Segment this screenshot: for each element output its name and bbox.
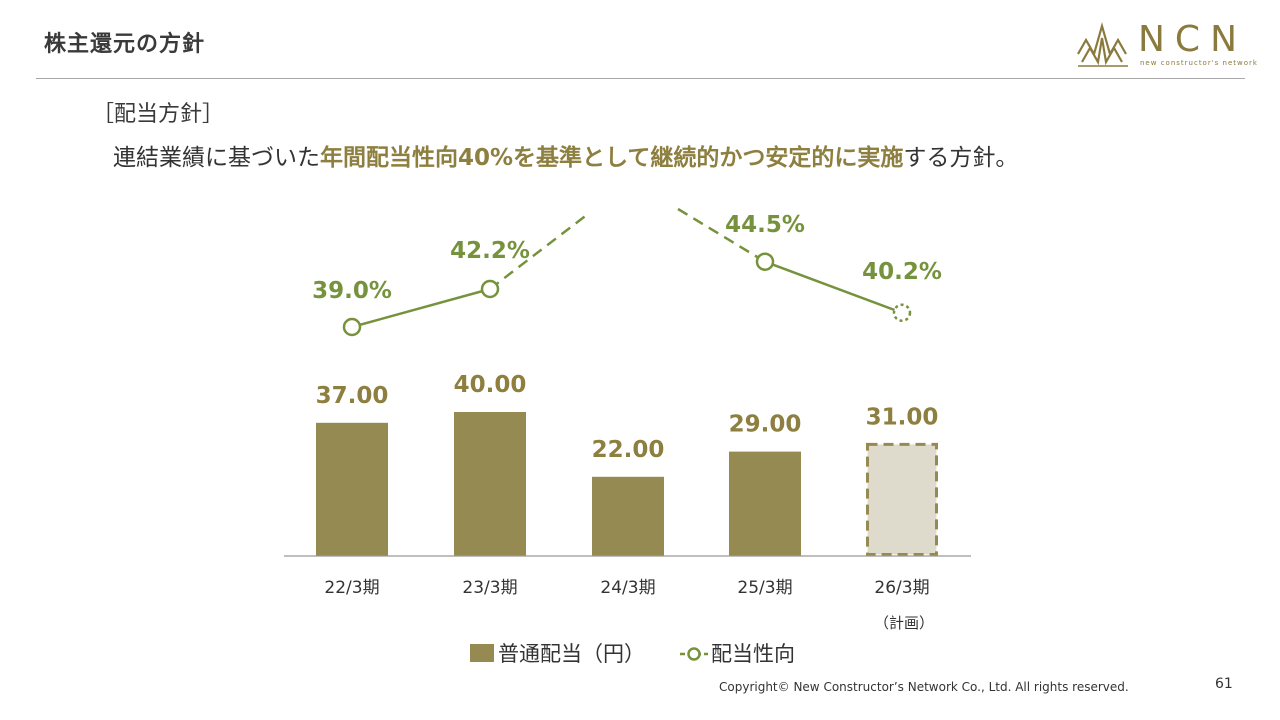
legend-bar-label: 普通配当（円） — [498, 642, 645, 666]
page-title: 株主還元の方針 — [44, 32, 206, 57]
policy-heading: ［配当方針］ — [92, 102, 225, 127]
copyright: Copyright© New Constructor’s Network Co.… — [719, 680, 1129, 694]
ratio-label-4: 40.2% — [862, 259, 942, 285]
ncn-logo-icon — [1077, 21, 1128, 67]
bar-1 — [454, 412, 526, 556]
x-tick-label-1: 23/3期 — [462, 578, 517, 598]
policy-text-highlight: 年間配当性向40%を基準として継続的かつ安定的に実施 — [320, 145, 904, 171]
page-number: 61 — [1215, 676, 1233, 692]
header-divider — [36, 78, 1245, 79]
x-tick-label-3: 25/3期 — [737, 578, 792, 598]
ratio-point-1 — [480, 279, 500, 299]
policy-text: 連結業績に基づいた年間配当性向40%を基準として継続的かつ安定的に実施する方針。 — [113, 138, 1018, 172]
chart-legend: 普通配当（円） 配当性向 — [470, 638, 795, 668]
bar-0 — [316, 422, 388, 556]
bar-3 — [729, 451, 801, 556]
legend-line-marker-icon — [680, 647, 708, 661]
x-tick-note-4: （計画） — [874, 614, 934, 632]
ratio-point-3 — [755, 252, 775, 271]
bar-label-4: 31.00 — [866, 404, 939, 430]
bar-4 — [866, 442, 938, 556]
x-tick-label-0: 22/3期 — [324, 578, 379, 598]
bar-label-3: 29.00 — [729, 412, 802, 438]
ratio-segment-0 — [351, 287, 491, 329]
ratio-label-0: 39.0% — [312, 278, 392, 304]
x-tick-label-4: 26/3期 — [874, 578, 929, 598]
legend-bar-swatch — [470, 644, 494, 662]
policy-text-prefix: 連結業績に基づいた — [113, 145, 320, 171]
logo-text: NCN — [1138, 19, 1247, 60]
x-tick-label-2: 24/3期 — [600, 578, 655, 598]
policy-text-suffix: する方針。 — [903, 145, 1019, 171]
bar-label-2: 22.00 — [592, 437, 665, 463]
ratio-point-0 — [342, 317, 362, 337]
ratio-segment-3 — [764, 260, 903, 314]
bar-2 — [592, 476, 664, 556]
ratio-point-4 — [892, 303, 912, 322]
bar-label-0: 37.00 — [316, 383, 389, 409]
ratio-label-1: 42.2% — [450, 238, 530, 264]
ratio-segment-1-offscale — [489, 213, 589, 290]
legend-line-label: 配当性向 — [711, 642, 795, 666]
logo-subtext: new constructor's network — [1140, 59, 1258, 67]
ratio-label-3: 44.5% — [725, 212, 805, 238]
bar-label-1: 40.00 — [454, 372, 527, 398]
